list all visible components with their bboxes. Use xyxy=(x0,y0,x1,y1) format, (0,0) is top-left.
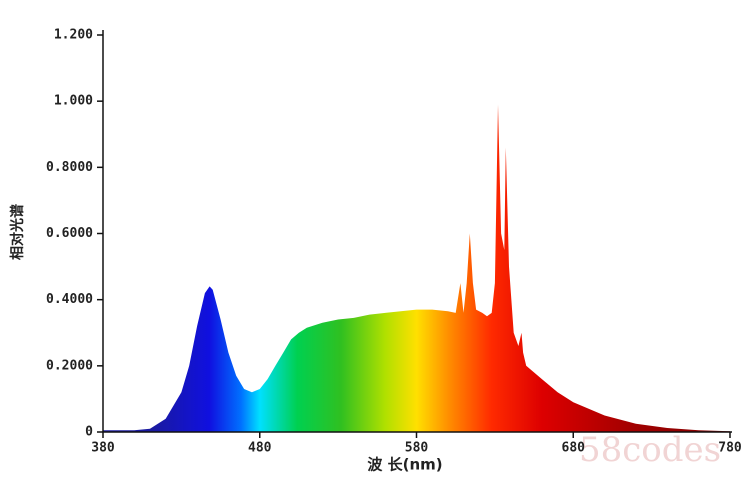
x-tick-label: 780 xyxy=(718,441,742,456)
y-tick-label: 0.2000 xyxy=(46,358,93,373)
y-tick-label: 0 xyxy=(85,425,93,440)
y-tick-label: 0.6000 xyxy=(46,226,93,241)
x-tick-label: 580 xyxy=(405,441,429,456)
x-tick-label: 480 xyxy=(248,441,272,456)
y-tick-label: 0.8000 xyxy=(46,160,93,175)
spectrum-area xyxy=(103,104,730,432)
x-tick-label: 380 xyxy=(91,441,115,456)
y-axis-label: 相对光谱 xyxy=(9,204,26,260)
y-tick-label: 1.200 xyxy=(54,28,93,43)
x-tick-label: 680 xyxy=(562,441,586,456)
y-tick-label: 0.4000 xyxy=(46,292,93,307)
y-tick-label: 1.000 xyxy=(54,94,93,109)
watermark: 58codes xyxy=(579,430,721,470)
x-axis-label: 波 长(nm) xyxy=(367,456,442,474)
